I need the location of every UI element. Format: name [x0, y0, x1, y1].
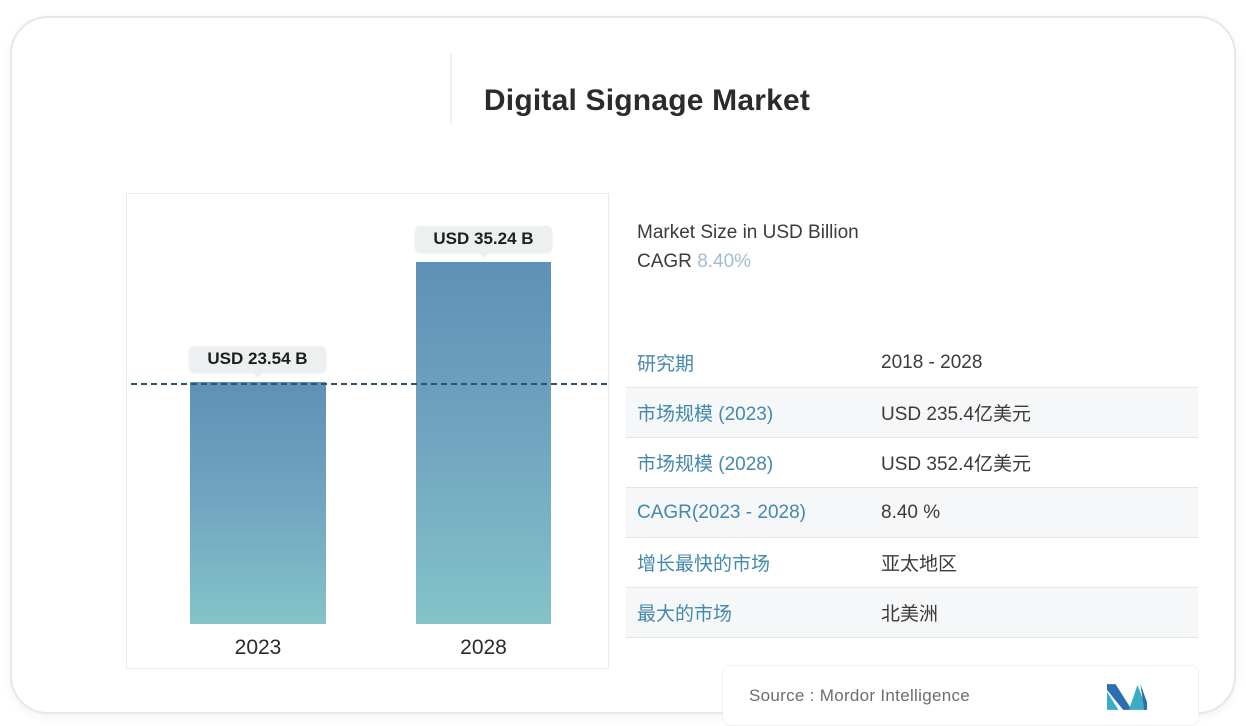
table-row: CAGR(2023 - 2028) 8.40 %: [626, 488, 1198, 538]
x-axis-label-2023: 2023: [234, 636, 282, 659]
bar-value-label-2028: USD 35.24 B: [433, 229, 534, 248]
source-label: Source : Mordor Intelligence: [749, 685, 971, 705]
table-row: 市场规模 (2023) USD 235.4亿美元: [626, 388, 1198, 438]
x-axis-label-2028: 2028: [460, 636, 507, 659]
table-row: 市场规模 (2028) USD 352.4亿美元: [626, 438, 1198, 488]
row-value: USD 235.4亿美元: [881, 404, 1031, 425]
row-label: CAGR(2023 - 2028): [637, 501, 806, 523]
row-label: 最大的市场: [637, 604, 733, 625]
row-value: USD 352.4亿美元: [881, 454, 1031, 475]
page-title: Digital Signage Market: [483, 84, 811, 117]
bar-value-callout-2023: USD 23.54 B: [189, 346, 326, 372]
row-value: 8.40 %: [881, 501, 941, 523]
cagr-line: CAGR 8.40%: [637, 247, 859, 276]
reference-dashed-line: [131, 383, 607, 385]
row-label: 市场规模 (2028): [637, 454, 774, 475]
bar-2028: [416, 262, 551, 624]
row-value: 亚太地区: [881, 554, 958, 575]
mordor-intelligence-logo-icon: [1106, 684, 1148, 710]
row-value: 北美洲: [881, 604, 939, 625]
table-row: 最大的市场 北美洲: [626, 588, 1198, 638]
infographic-card: Digital Signage Market USD 23.54 B USD 3…: [10, 16, 1236, 726]
row-label: 市场规模 (2023): [637, 404, 774, 425]
source-box: Source : Mordor Intelligence: [722, 665, 1199, 726]
market-summary: Market Size in USD Billion CAGR 8.40%: [637, 218, 859, 276]
table-row: 研究期 2018 - 2028: [626, 338, 1198, 388]
cagr-label: CAGR: [637, 251, 692, 272]
row-label: 研究期: [637, 354, 695, 375]
table-row: 增长最快的市场 亚太地区: [626, 538, 1198, 588]
row-value: 2018 - 2028: [881, 351, 983, 373]
market-size-caption: Market Size in USD Billion: [637, 222, 859, 243]
bar-value-label-2023: USD 23.54 B: [207, 349, 308, 368]
bar-2023: [190, 382, 326, 624]
row-label: 增长最快的市场: [637, 554, 771, 575]
bar-chart: USD 23.54 B USD 35.24 B 2023 2028: [126, 193, 609, 669]
title-divider: [450, 54, 452, 124]
cagr-value: 8.40%: [697, 251, 752, 272]
facts-table: 研究期 2018 - 2028 市场规模 (2023) USD 235.4亿美元…: [626, 338, 1198, 638]
bar-value-callout-2028: USD 35.24 B: [415, 226, 552, 252]
